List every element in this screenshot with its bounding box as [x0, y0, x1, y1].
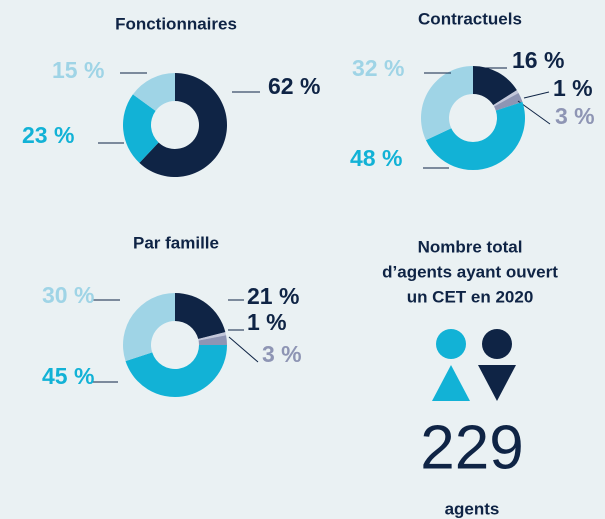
- icon-body: [478, 365, 516, 401]
- stat-title: un CET en 2020: [407, 287, 534, 306]
- value-label: 3 %: [555, 103, 595, 129]
- people-icon: [432, 329, 516, 401]
- chart-title: Contractuels: [418, 9, 522, 28]
- value-label: 23 %: [22, 122, 74, 148]
- value-label: 48 %: [350, 145, 402, 171]
- donut-segment: [198, 332, 227, 341]
- donut-segment: [198, 335, 227, 345]
- donut-segment: [425, 101, 526, 170]
- leader-line: [228, 336, 259, 363]
- value-label: 16 %: [512, 47, 564, 73]
- donut-segment: [139, 73, 228, 178]
- value-label: 45 %: [42, 363, 94, 389]
- value-label: 3 %: [262, 341, 302, 367]
- donut-segment: [493, 90, 519, 107]
- icon-body: [432, 365, 470, 401]
- value-label: 62 %: [268, 73, 320, 99]
- donut-segment: [123, 94, 159, 163]
- value-label: 1 %: [553, 75, 593, 101]
- stat-title: Nombre total: [418, 237, 523, 256]
- donut-segment: [132, 73, 175, 111]
- donut-segment: [125, 345, 227, 397]
- value-label: 15 %: [52, 57, 104, 83]
- donut-segment: [175, 293, 226, 340]
- leader-line: [517, 100, 551, 125]
- stat-value: 229: [420, 413, 523, 482]
- chart-title: Par famille: [133, 233, 219, 252]
- value-label: 21 %: [247, 283, 299, 309]
- value-label: 1 %: [247, 309, 287, 335]
- donut-segment: [421, 66, 473, 141]
- stat-unit: agents: [445, 499, 500, 518]
- leader-line: [523, 91, 550, 99]
- value-label: 30 %: [42, 282, 94, 308]
- donut-segment: [122, 293, 175, 362]
- icon-head: [482, 329, 512, 359]
- donut-segment: [473, 66, 517, 106]
- icon-head: [436, 329, 466, 359]
- chart-title: Fonctionnaires: [115, 14, 237, 33]
- donut-segment: [494, 92, 523, 111]
- stat-title: d’agents ayant ouvert: [382, 262, 558, 281]
- value-label: 32 %: [352, 55, 404, 81]
